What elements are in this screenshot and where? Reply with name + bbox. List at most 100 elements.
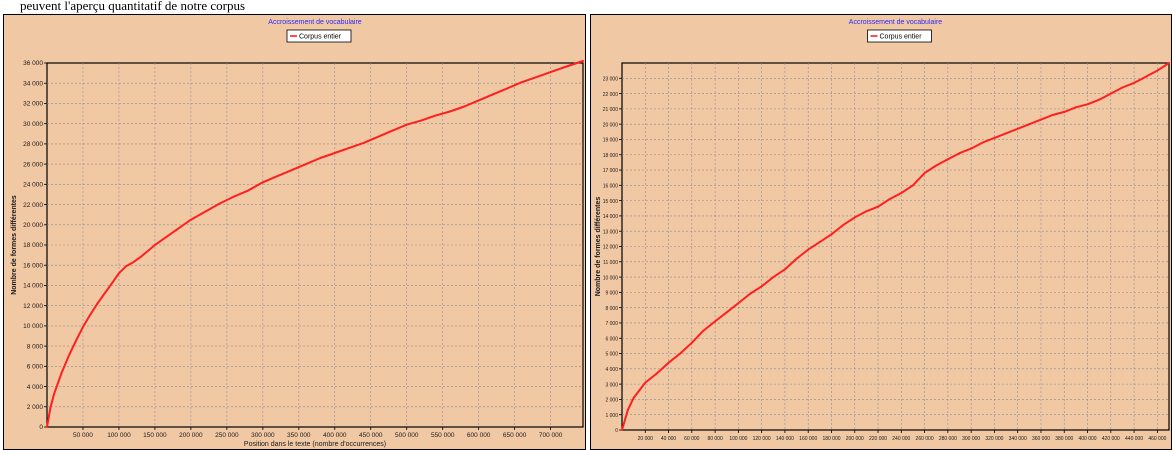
data-point <box>276 175 279 178</box>
x-tick-label: 100 000 <box>107 432 131 439</box>
x-tick-label: 240 000 <box>892 436 910 442</box>
data-point <box>348 147 351 149</box>
data-point <box>1016 127 1019 130</box>
legend: Corpus entier <box>867 29 932 43</box>
chart-title: Accroissement de vocabulaire <box>849 19 942 26</box>
data-point <box>377 135 379 138</box>
data-point <box>463 105 466 108</box>
data-point <box>935 164 938 167</box>
x-tick-label: 200 000 <box>846 436 864 442</box>
data-point <box>477 99 480 102</box>
data-point <box>290 169 293 172</box>
data-point <box>506 87 509 90</box>
y-tick-label: 0 <box>39 424 43 431</box>
y-tick-label: 32 000 <box>23 101 43 108</box>
data-point <box>970 147 972 150</box>
data-point <box>175 228 178 231</box>
data-point <box>67 355 70 358</box>
data-point <box>103 292 106 295</box>
data-point <box>82 326 84 328</box>
right-chart-panel: Accroissement de vocabulaire Corpus entie… <box>590 14 1172 450</box>
data-point <box>865 210 868 213</box>
y-tick-label: 4 000 <box>605 367 618 373</box>
data-point <box>1005 132 1007 135</box>
data-point <box>449 110 451 113</box>
x-tick-label: 360 000 <box>1032 436 1050 442</box>
y-axis: 0 2 000 4 000 6 000 8 000 10 000 12 000 14 000 1… <box>23 60 583 431</box>
data-point <box>420 119 422 122</box>
data-point <box>1109 92 1112 95</box>
y-tick-label: 14 000 <box>603 214 619 220</box>
y-tick-label: 20 000 <box>603 122 619 128</box>
x-tick-label: 220 000 <box>869 436 887 442</box>
y-tick-label: 22 000 <box>603 92 619 98</box>
data-point <box>146 250 149 253</box>
legend-label: Corpus entier <box>299 34 342 41</box>
y-axis-label: Nombre de formes différentes <box>11 195 18 295</box>
data-point <box>110 282 113 285</box>
y-tick-label: 21 000 <box>603 107 619 113</box>
data-point <box>74 340 77 342</box>
x-tick-label: 600 000 <box>467 432 491 439</box>
x-tick-label: 550 000 <box>431 432 455 439</box>
data-point <box>391 129 394 132</box>
left-chart-panel: Accroissement de vocabulaire Corpus entie… <box>3 14 586 450</box>
x-tick-label: 400 000 <box>1078 436 1096 442</box>
y-tick-label: 30 000 <box>23 121 43 128</box>
data-point <box>900 192 903 194</box>
data-point <box>947 158 949 161</box>
data-point <box>582 60 584 62</box>
data-point <box>702 329 705 332</box>
y-tick-label: 19 000 <box>603 138 619 144</box>
data-point <box>819 241 821 243</box>
chart-background <box>4 15 585 449</box>
x-tick-label: 700 000 <box>539 432 563 439</box>
data-point <box>656 372 658 375</box>
y-tick-label: 16 000 <box>23 262 43 269</box>
series-0 <box>621 62 1170 431</box>
y-tick-label: 26 000 <box>23 161 43 168</box>
data-point <box>725 311 728 314</box>
chart-background <box>591 15 1171 449</box>
data-point <box>621 429 623 431</box>
data-point <box>49 405 52 408</box>
y-tick-label: 8 000 <box>605 306 618 312</box>
y-tick-label: 2 000 <box>605 398 618 404</box>
data-point <box>434 114 437 117</box>
data-point <box>877 205 879 208</box>
data-point <box>993 137 996 139</box>
data-point <box>795 257 798 260</box>
x-tick-label: 380 000 <box>1055 436 1073 442</box>
y-tick-label: 4 000 <box>27 384 44 391</box>
y-tick-label: 14 000 <box>23 283 43 290</box>
x-tick-label: 60 000 <box>684 436 700 442</box>
data-point <box>714 320 716 323</box>
y-tick-label: 3 000 <box>605 382 618 388</box>
data-point <box>830 233 833 236</box>
y-tick-label: 6 000 <box>27 364 44 371</box>
x-tick-label: 300 000 <box>251 432 275 439</box>
data-point <box>125 265 127 268</box>
y-axis: 0 1 000 2 000 3 000 4 000 5 000 6 000 7 000 8 00… <box>603 76 1169 434</box>
top-caption-text: peuvent l'aperçu quantitatif de notre co… <box>20 0 246 13</box>
y-tick-label: 16 000 <box>603 184 619 190</box>
y-tick-label: 9 000 <box>605 291 618 297</box>
data-point <box>96 302 99 305</box>
data-point <box>60 372 63 375</box>
x-tick-label: 350 000 <box>287 432 311 439</box>
legend: Corpus entier <box>286 29 352 43</box>
y-tick-label: 18 000 <box>23 242 43 249</box>
data-point <box>1156 69 1159 72</box>
y-axis-label: Nombre de formes différentes <box>595 197 602 297</box>
data-point <box>362 142 365 144</box>
x-tick-label: 200 000 <box>179 432 203 439</box>
data-point <box>1098 98 1101 101</box>
x-tick-label: 120 000 <box>753 436 771 442</box>
data-point <box>1133 82 1135 84</box>
data-point <box>981 141 984 144</box>
data-point <box>247 189 250 192</box>
data-point <box>89 313 92 316</box>
x-tick-label: 320 000 <box>985 436 1003 442</box>
x-tick-label: 400 000 <box>323 432 347 439</box>
x-axis-label: Position dans le texte (nombre d'occurre… <box>244 441 386 448</box>
